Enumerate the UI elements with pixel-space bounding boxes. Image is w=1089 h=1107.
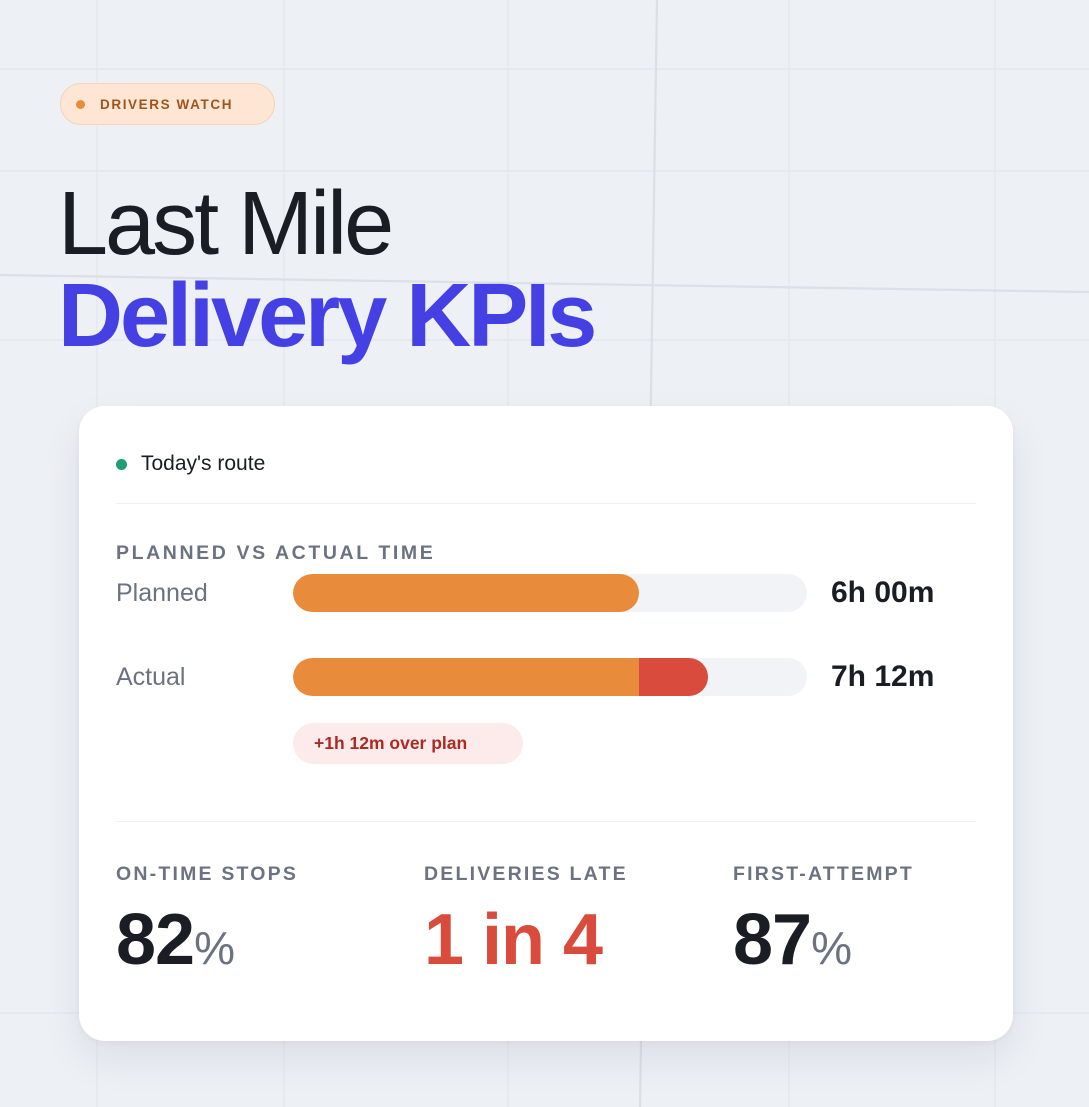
stat-number: 1 in 4 [424,900,603,980]
actual-bar-overrun-segment [638,658,709,696]
actual-bar-track [293,658,807,696]
stat-label: ON-TIME STOPS [116,863,299,885]
time-section-label: PLANNED VS ACTUAL TIME [116,542,436,564]
stat-deliveries-late: DELIVERIES LATE 1 in 4 [424,863,628,980]
overrun-badge: +1h 12m over plan [293,723,523,764]
kpi-card: Today's route PLANNED VS ACTUAL TIME Pla… [79,406,1013,1041]
status-dot-icon [76,99,85,109]
badge-label: DRIVERS WATCH [100,96,234,112]
title-line-1: Last Mile [58,174,394,274]
planned-row: Planned 6h 00m [116,574,976,612]
stat-value: 1 in 4 [424,900,628,980]
stat-unit: % [194,922,235,974]
page-title: Last Mile Delivery KPIs [58,174,597,366]
stat-unit: % [811,922,852,974]
title-line-2: Delivery KPIs [58,266,597,366]
stat-value: 82% [116,900,298,988]
stat-value: 87% [733,900,914,988]
planned-bar-fill [293,574,639,612]
drivers-watch-badge: DRIVERS WATCH [60,83,275,125]
planned-bar-track [293,574,807,612]
card-header-label: Today's route [141,452,266,475]
stat-label: FIRST-ATTEMPT [733,863,914,885]
stat-number: 82 [116,900,195,980]
actual-bar-fill [293,658,709,696]
divider [116,821,976,822]
divider [116,503,976,504]
stat-label: DELIVERIES LATE [424,863,628,885]
stat-first-attempt: FIRST-ATTEMPT 87% [733,863,914,988]
stat-number: 87 [733,900,812,980]
actual-label: Actual [116,662,186,691]
actual-value: 7h 12m [831,660,935,693]
actual-bar-planned-segment [293,658,639,696]
card-header: Today's route [116,452,265,476]
route-status-dot-icon [116,458,127,470]
stat-on-time-stops: ON-TIME STOPS 82% [116,863,298,988]
actual-row: Actual 7h 12m [116,658,976,696]
planned-label: Planned [116,578,208,607]
planned-value: 6h 00m [831,576,935,609]
